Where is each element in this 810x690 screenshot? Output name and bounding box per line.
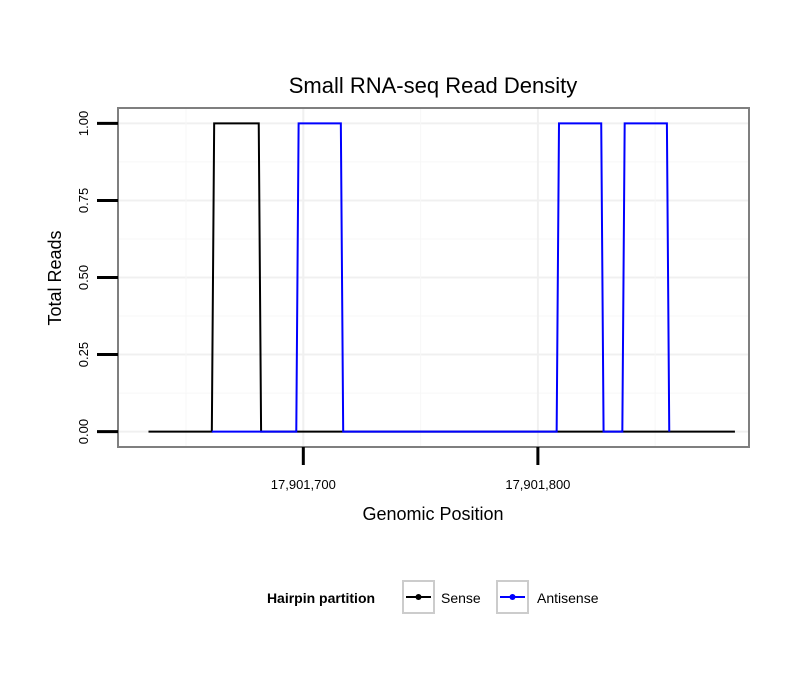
series-line-sense — [148, 122, 735, 433]
legend-item-sense: Sense — [402, 580, 481, 614]
legend-label-sense: Sense — [441, 590, 481, 606]
series-line-antisense — [211, 122, 671, 433]
x-axis: 17,901,700 17,901,800 — [271, 447, 570, 492]
x-axis-title: Genomic Position — [362, 504, 503, 524]
legend: Hairpin partition Sense Antisense — [267, 580, 599, 614]
y-tick-label: 0.00 — [76, 419, 91, 444]
legend-key-point-sense — [415, 594, 422, 600]
x-tick-label: 17,901,800 — [505, 477, 570, 492]
legend-item-antisense: Antisense — [496, 580, 599, 614]
y-axis: 0.00 0.25 0.50 0.75 1.00 — [76, 111, 118, 444]
chart-title: Small RNA-seq Read Density — [289, 73, 578, 98]
y-tick-label: 0.50 — [76, 265, 91, 290]
legend-title: Hairpin partition — [267, 590, 375, 606]
y-tick-label: 0.25 — [76, 342, 91, 367]
y-axis-title: Total Reads — [45, 230, 65, 325]
y-tick-label: 0.75 — [76, 188, 91, 213]
legend-key-point-antisense — [509, 594, 516, 600]
x-tick-label: 17,901,700 — [271, 477, 336, 492]
legend-label-antisense: Antisense — [537, 590, 599, 606]
y-tick-label: 1.00 — [76, 111, 91, 136]
series-layer — [148, 122, 735, 433]
